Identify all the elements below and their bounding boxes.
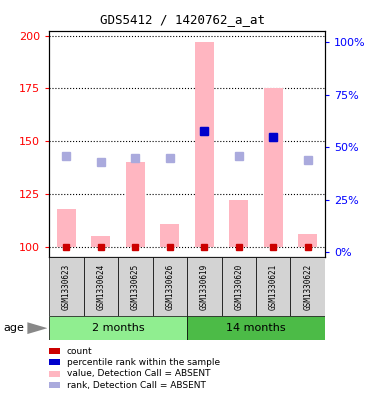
Text: age: age xyxy=(4,323,24,333)
Bar xyxy=(49,382,60,388)
Bar xyxy=(92,236,111,247)
Bar xyxy=(49,359,60,365)
Bar xyxy=(160,224,179,247)
Text: GSM1330626: GSM1330626 xyxy=(165,264,174,310)
Text: rank, Detection Call = ABSENT: rank, Detection Call = ABSENT xyxy=(67,381,205,390)
Text: percentile rank within the sample: percentile rank within the sample xyxy=(67,358,220,367)
Text: GSM1330625: GSM1330625 xyxy=(131,264,140,310)
Text: GSM1330621: GSM1330621 xyxy=(269,264,278,310)
Text: 14 months: 14 months xyxy=(226,323,286,333)
Bar xyxy=(49,371,60,376)
Text: GSM1330623: GSM1330623 xyxy=(62,264,71,310)
Bar xyxy=(229,200,248,247)
Text: value, Detection Call = ABSENT: value, Detection Call = ABSENT xyxy=(67,369,210,378)
Bar xyxy=(256,257,291,316)
Bar xyxy=(126,162,145,247)
Bar xyxy=(49,348,60,354)
Bar xyxy=(291,257,325,316)
Bar xyxy=(57,209,76,247)
Text: GSM1330619: GSM1330619 xyxy=(200,264,209,310)
Bar xyxy=(222,257,256,316)
Bar xyxy=(153,257,187,316)
Text: GDS5412 / 1420762_a_at: GDS5412 / 1420762_a_at xyxy=(100,13,265,26)
Polygon shape xyxy=(27,322,47,334)
Bar xyxy=(187,316,325,340)
Bar xyxy=(49,316,187,340)
Text: GSM1330624: GSM1330624 xyxy=(96,264,105,310)
Bar xyxy=(49,257,84,316)
Bar xyxy=(264,88,283,247)
Bar xyxy=(84,257,118,316)
Text: count: count xyxy=(67,347,92,356)
Bar xyxy=(298,234,317,247)
Bar xyxy=(187,257,222,316)
Text: GSM1330620: GSM1330620 xyxy=(234,264,243,310)
Text: 2 months: 2 months xyxy=(92,323,145,333)
Text: GSM1330622: GSM1330622 xyxy=(303,264,312,310)
Bar xyxy=(118,257,153,316)
Bar xyxy=(195,42,214,247)
